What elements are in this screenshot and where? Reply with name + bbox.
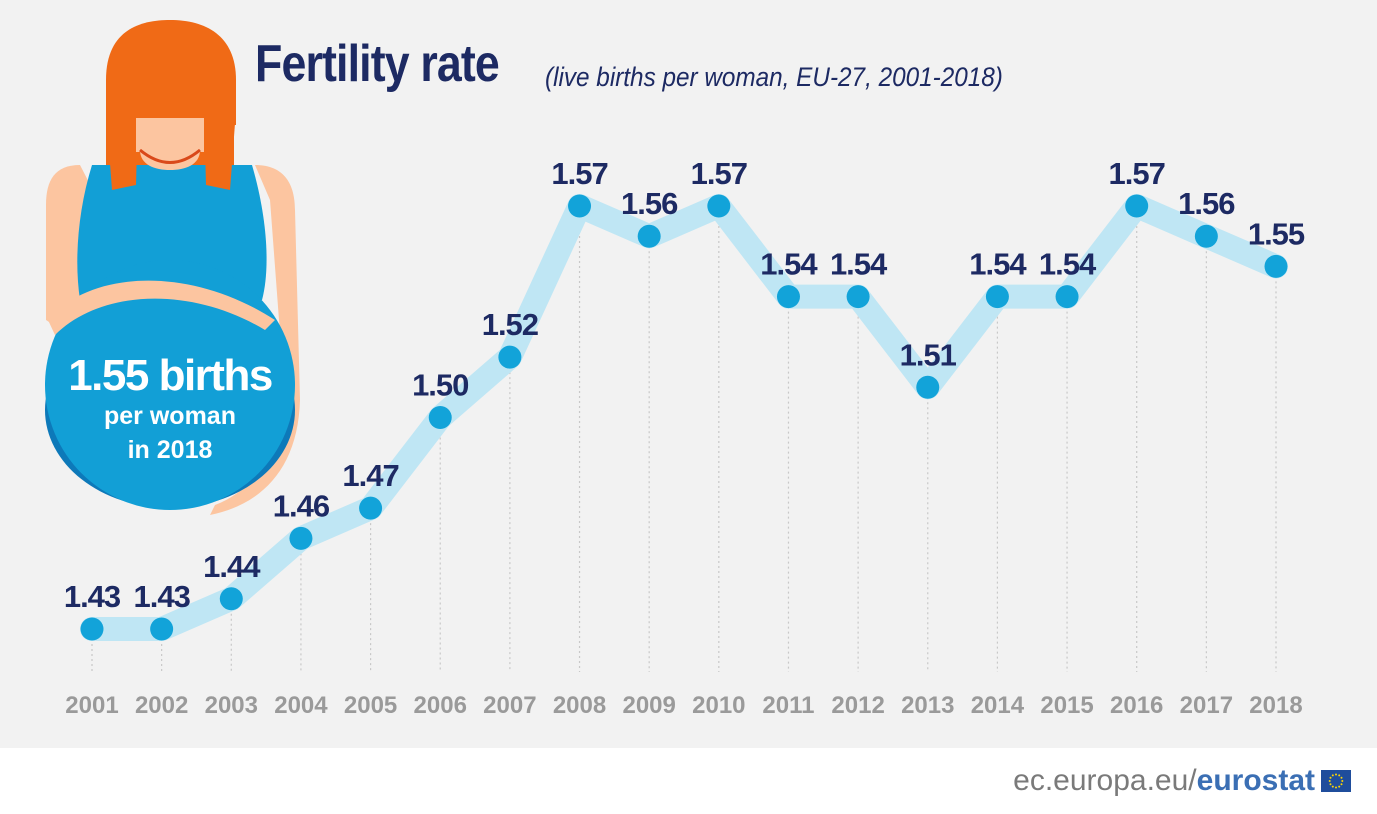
data-point <box>1055 285 1079 309</box>
x-tick-label: 2015 <box>1040 692 1093 719</box>
line-plot: 1.43 2001 1.43 2002 1.44 2003 1.46 2004 1.47 2005… <box>64 156 1306 719</box>
data-point <box>80 617 104 641</box>
x-tick-label: 2010 <box>692 692 745 719</box>
series-line <box>80 194 1288 641</box>
eu-flag-icon <box>1321 770 1351 792</box>
eu-flag-stars <box>1321 770 1351 792</box>
data-point <box>568 194 592 218</box>
chart-svg: 1.55 births per woman in 2018 1.4320011.… <box>45 20 1306 719</box>
chart-title: Fertility rate <box>255 35 500 93</box>
data-label: 1.44 <box>203 549 261 584</box>
data-point <box>916 375 940 399</box>
x-tick-label: 2005 <box>344 692 397 719</box>
data-label: 1.51 <box>900 337 957 372</box>
data-label: 1.52 <box>482 307 538 342</box>
callout-headline: 1.55 births <box>68 351 272 400</box>
x-tick-label: 2014 <box>971 692 1025 719</box>
x-tick-label: 2011 <box>762 692 814 719</box>
data-label: 1.54 <box>760 247 818 282</box>
hair-side-left <box>106 110 138 190</box>
x-tick-label: 2008 <box>553 692 606 719</box>
data-point <box>846 285 870 309</box>
data-label: 1.54 <box>830 247 888 282</box>
data-point <box>498 345 522 369</box>
data-label: 1.55 <box>1248 216 1305 251</box>
footer-credit: ec.europa.eu/ eurostat <box>1013 764 1351 798</box>
arm-right <box>210 165 300 515</box>
data-point <box>359 496 383 520</box>
x-tick-label: 2006 <box>414 692 467 719</box>
x-tick-label: 2016 <box>1110 692 1163 719</box>
pregnant-woman-illustration: 1.55 births per woman in 2018 <box>45 20 300 515</box>
callout-line-2: in 2018 <box>128 436 213 464</box>
data-label: 1.43 <box>133 579 190 614</box>
data-label: 1.47 <box>342 458 398 493</box>
data-label: 1.57 <box>551 156 607 191</box>
data-label: 1.46 <box>273 488 330 523</box>
data-label: 1.54 <box>969 247 1027 282</box>
data-point <box>776 285 800 309</box>
data-point <box>428 406 452 429</box>
data-point <box>1264 254 1288 278</box>
data-point <box>637 224 661 248</box>
data-label: 1.50 <box>412 368 468 403</box>
footer-brand[interactable]: eurostat <box>1196 764 1315 797</box>
hair-bangs <box>106 20 236 125</box>
data-label: 1.56 <box>621 186 678 221</box>
chin <box>139 148 201 164</box>
footer-url[interactable]: ec.europa.eu/ <box>1013 764 1197 797</box>
data-point <box>219 587 243 611</box>
data-label: 1.57 <box>691 156 747 191</box>
data-point <box>1194 224 1218 248</box>
x-tick-label: 2017 <box>1180 692 1233 719</box>
chart-subtitle: (live births per woman, EU-27, 2001-2018… <box>545 62 1003 92</box>
data-point <box>150 617 174 641</box>
forehead <box>136 118 204 152</box>
x-tick-label: 2003 <box>205 692 258 719</box>
data-point <box>289 526 313 550</box>
data-point <box>1125 194 1149 218</box>
x-tick-label: 2009 <box>622 692 675 719</box>
x-tick-label: 2001 <box>65 692 118 719</box>
data-label: 1.57 <box>1109 156 1165 191</box>
callout-line-1: per woman <box>104 402 236 430</box>
title-container: Fertility rate <box>255 34 539 94</box>
dress-top <box>77 165 267 300</box>
x-tick-label: 2004 <box>274 692 328 719</box>
x-tick-label: 2012 <box>831 692 884 719</box>
x-tick-label: 2002 <box>135 692 188 719</box>
data-label: 1.54 <box>1039 247 1097 282</box>
hair-side-right <box>204 110 236 190</box>
data-label: 1.56 <box>1178 186 1235 221</box>
belly <box>45 260 295 510</box>
belly-arm <box>48 280 275 335</box>
x-tick-label: 2013 <box>901 692 954 719</box>
x-tick-label: 2018 <box>1249 692 1302 719</box>
data-point <box>985 285 1009 309</box>
data-point <box>707 194 731 218</box>
data-label: 1.43 <box>64 579 121 614</box>
x-tick-label: 2007 <box>483 692 536 719</box>
